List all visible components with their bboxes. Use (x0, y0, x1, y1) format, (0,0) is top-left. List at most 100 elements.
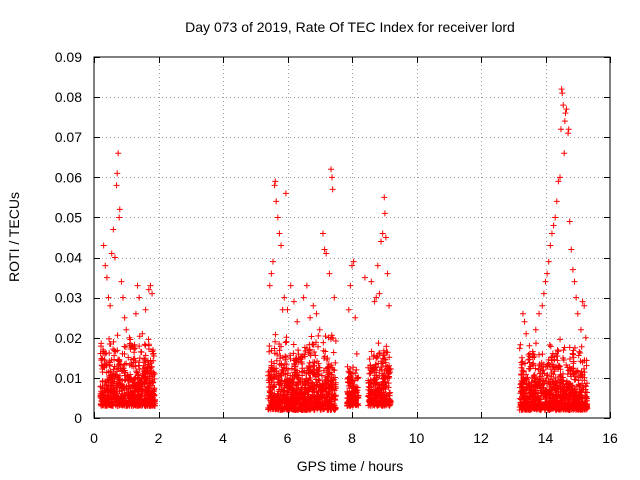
data-point (126, 334, 133, 341)
data-point (306, 367, 313, 374)
data-point (150, 378, 157, 385)
data-point (113, 182, 120, 189)
data-point (266, 379, 273, 386)
data-point (288, 396, 295, 403)
data-point (304, 365, 311, 372)
data-point (566, 385, 573, 392)
data-point (151, 370, 158, 377)
data-point (315, 368, 322, 375)
data-point (283, 402, 290, 409)
data-point (306, 359, 313, 366)
x-tick-label: 4 (219, 430, 227, 446)
data-point (561, 150, 568, 157)
data-point (102, 262, 109, 269)
data-point (110, 366, 117, 373)
data-point (146, 363, 153, 370)
data-point (323, 365, 330, 372)
data-point (355, 374, 362, 381)
data-point (526, 359, 533, 366)
data-point (295, 401, 302, 408)
data-point (568, 246, 575, 253)
data-point (319, 394, 326, 401)
data-point (282, 339, 289, 346)
data-point (142, 358, 149, 365)
data-point (283, 379, 290, 386)
data-point (130, 359, 137, 366)
data-point (301, 379, 308, 386)
data-point (276, 347, 283, 354)
data-point (272, 331, 279, 338)
data-point (332, 359, 339, 366)
x-tick-label: 16 (602, 430, 618, 446)
data-point (323, 400, 330, 407)
data-point (307, 374, 314, 381)
data-point (567, 390, 574, 397)
data-point (280, 364, 287, 371)
data-point (346, 385, 353, 392)
data-point (344, 399, 351, 406)
data-points (97, 86, 591, 413)
data-point (112, 348, 119, 355)
data-point (352, 314, 359, 321)
data-point (287, 282, 294, 289)
data-point (102, 402, 109, 409)
data-point (518, 364, 525, 371)
data-point (517, 401, 524, 408)
data-point (116, 401, 123, 408)
data-point (380, 394, 387, 401)
data-point (145, 286, 152, 293)
data-point (576, 382, 583, 389)
data-point (273, 198, 280, 205)
data-point (382, 356, 389, 363)
data-point (329, 364, 336, 371)
data-point (556, 402, 563, 409)
data-point (332, 337, 339, 344)
data-point (555, 178, 562, 185)
data-point (294, 318, 301, 325)
data-point (523, 376, 530, 383)
data-point (375, 340, 382, 347)
data-point (531, 401, 538, 408)
data-point (546, 341, 553, 348)
data-point (550, 401, 557, 408)
data-point (381, 372, 388, 379)
data-point (271, 365, 278, 372)
x-tick-label: 12 (473, 430, 489, 446)
data-point (582, 383, 589, 390)
data-point (103, 369, 110, 376)
data-point (327, 378, 334, 385)
data-point (317, 399, 324, 406)
data-point (103, 274, 110, 281)
data-point (575, 404, 582, 411)
data-point (581, 377, 588, 384)
data-point (322, 385, 329, 392)
data-point (330, 349, 337, 356)
data-point (121, 351, 128, 358)
data-point (314, 358, 321, 365)
data-point (561, 344, 568, 351)
data-point (519, 310, 526, 317)
data-point (303, 345, 310, 352)
data-point (540, 403, 547, 410)
data-point (527, 394, 534, 401)
data-point (523, 398, 530, 405)
data-point (136, 294, 143, 301)
data-point (530, 360, 537, 367)
data-point (320, 367, 327, 374)
data-point (311, 348, 318, 355)
data-point (307, 385, 314, 392)
data-point (313, 339, 320, 346)
data-point (553, 391, 560, 398)
data-point (287, 352, 294, 359)
data-point (573, 373, 580, 380)
data-point (298, 384, 305, 391)
data-point (314, 381, 321, 388)
data-point (136, 366, 143, 373)
data-point (321, 353, 328, 360)
data-point (326, 370, 333, 377)
data-point (578, 343, 585, 350)
data-point (332, 383, 339, 390)
data-point (302, 382, 309, 389)
data-point (558, 405, 565, 412)
